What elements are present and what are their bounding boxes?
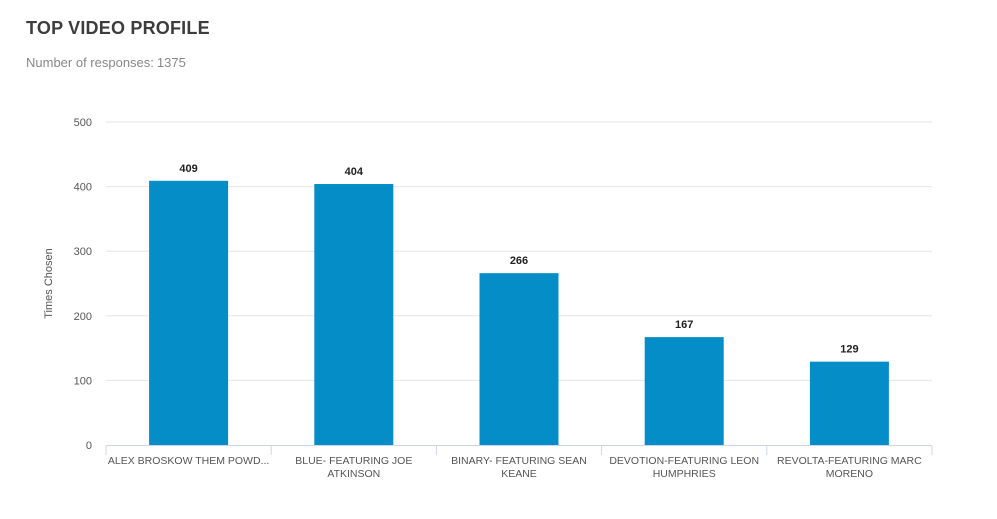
bar-value-label: 167: [675, 319, 693, 331]
x-tick-label: REVOLTA-FEATURING MARC: [777, 455, 922, 467]
x-tick-label: ALEX BROSKOW THEM POWD...: [108, 455, 269, 467]
x-tick-label: DEVOTION-FEATURING LEON: [609, 455, 759, 467]
y-tick-label: 500: [74, 117, 92, 129]
bar-value-label: 409: [179, 163, 197, 175]
axes: 0 100 200 300 400 500 Times Chosen ALEX BROSKOW…: [43, 117, 933, 480]
y-tick-label: 100: [74, 375, 92, 387]
bar[interactable]: [314, 184, 394, 446]
bar[interactable]: [479, 273, 559, 445]
bar[interactable]: [644, 337, 724, 445]
bar-value-label: 404: [345, 166, 364, 178]
y-tick-label: 400: [74, 182, 92, 194]
x-tick-label: KEANE: [501, 468, 537, 480]
responses-label: Number of responses:: [26, 55, 154, 70]
bar[interactable]: [149, 180, 229, 445]
bar[interactable]: [809, 361, 889, 445]
page-title: TOP VIDEO PROFILE: [26, 18, 210, 38]
x-tick-label: MORENO: [826, 468, 873, 480]
data-labels: 409 404 266 167 129: [179, 163, 858, 356]
bar-value-label: 266: [510, 255, 528, 267]
x-tick-label: ATKINSON: [327, 468, 380, 480]
y-tick-label: 300: [74, 246, 92, 258]
x-tick-label: BINARY- FEATURING SEAN: [451, 455, 587, 467]
bar-value-label: 129: [840, 344, 858, 356]
x-tick-label: BLUE- FEATURING JOE: [295, 455, 412, 467]
y-axis-title: Times Chosen: [43, 248, 55, 319]
x-tick-label: HUMPHRIES: [653, 468, 716, 480]
y-tick-label: 200: [74, 311, 92, 323]
bars: [149, 180, 889, 446]
responses-summary: Number of responses: 1375: [26, 55, 186, 70]
responses-count: 1375: [156, 55, 186, 70]
y-tick-label: 0: [86, 440, 92, 452]
